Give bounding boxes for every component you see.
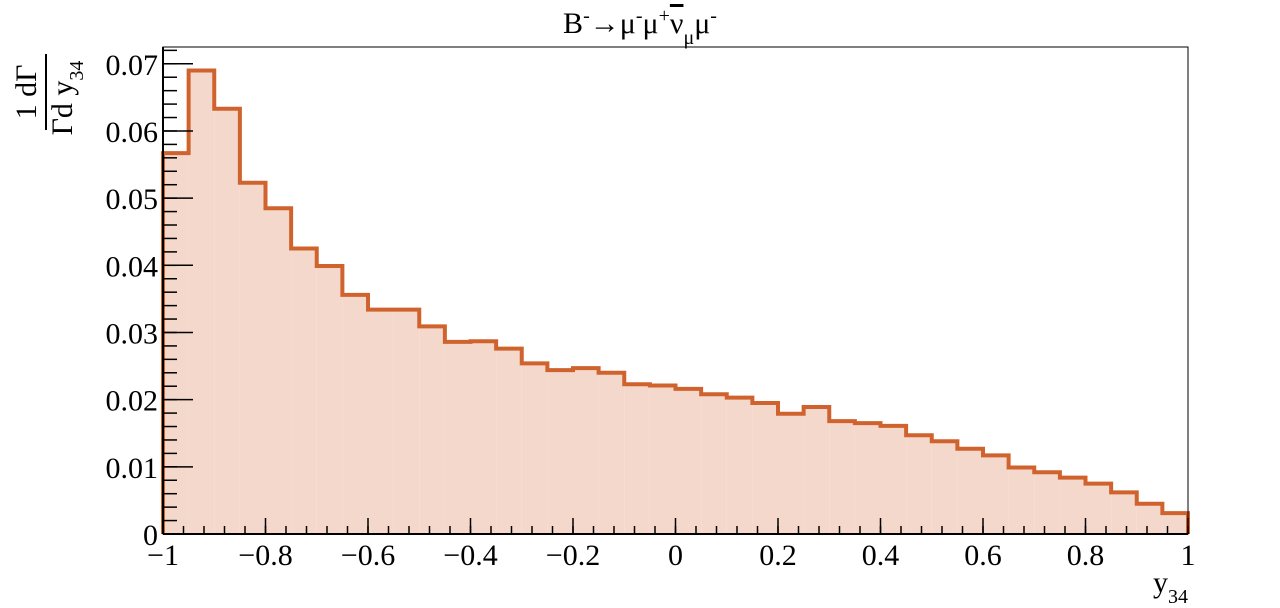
- y-tick-label: 0.07: [106, 49, 159, 82]
- y-tick-label: 0: [143, 519, 158, 552]
- y-tick-label: 0.05: [106, 183, 159, 216]
- histogram-bin: [419, 326, 445, 534]
- y-label-denominator: Γd y34: [46, 61, 88, 136]
- x-tick-label: −0.4: [443, 539, 497, 572]
- histogram-bin: [1111, 492, 1137, 534]
- histogram-bin: [1008, 467, 1035, 534]
- title-arrow-mu: →μ: [590, 7, 636, 40]
- histogram-bin: [547, 370, 573, 534]
- histogram-bin: [163, 153, 189, 534]
- x-label-base: y: [1153, 566, 1168, 599]
- x-tick-label: 1: [1181, 539, 1196, 572]
- histogram-bin: [1136, 503, 1163, 534]
- x-tick-label: −0.2: [546, 539, 600, 572]
- histogram-bin: [316, 265, 343, 534]
- histogram-bin: [829, 421, 855, 534]
- histogram-bin: [675, 388, 702, 534]
- histogram-bin: [393, 309, 420, 534]
- y-tick-label: 0.01: [106, 452, 159, 485]
- title-particle-b: B: [563, 7, 583, 40]
- y-tick-label: 0.06: [106, 116, 159, 149]
- histogram-bin: [649, 385, 676, 534]
- y-tick-label: 0.03: [106, 317, 159, 350]
- x-tick-label: 0.4: [862, 539, 900, 572]
- title-nu-bar: ν: [670, 7, 684, 40]
- histogram-bin: [803, 407, 830, 534]
- x-label-subscript: 34: [1168, 586, 1188, 608]
- title-mu: μ: [643, 7, 659, 40]
- histogram-bin: [1059, 477, 1086, 534]
- title-sub-nu: μ: [683, 27, 694, 49]
- chart-title: B-→μ-μ+νμμ-: [563, 5, 717, 49]
- histogram-bin: [1085, 483, 1112, 534]
- histogram-bin: [214, 108, 240, 535]
- y-axis-label: 1 dΓ Γd y34: [10, 54, 88, 135]
- x-axis-label: y34: [1153, 566, 1188, 608]
- histogram-bin: [983, 455, 1009, 534]
- histogram-bin: [368, 309, 394, 534]
- x-tick-label: −0.6: [341, 539, 395, 572]
- histogram-bin: [880, 425, 907, 534]
- title-sup-1: -: [583, 5, 590, 27]
- y-ticks: 0 0.01 0.02 0.03 0.04 0.05 0.06 0.07: [106, 49, 193, 552]
- histogram-bin: [701, 394, 727, 534]
- x-tick-label: 0.2: [759, 539, 797, 572]
- y-tick-label: 0.02: [106, 385, 159, 418]
- y-tick-label: 0.04: [106, 250, 159, 283]
- y-label-denominator-text: Γd y: [46, 81, 79, 136]
- x-tick-label: 0: [668, 539, 683, 572]
- histogram-bin: [1034, 472, 1060, 534]
- histogram-bin: [726, 397, 753, 534]
- histogram-bin: [906, 435, 932, 534]
- x-tick-label: −0.8: [238, 539, 292, 572]
- histogram-bin: [496, 348, 522, 534]
- histogram-layer: [161, 68, 1190, 535]
- histogram-bin: [342, 294, 368, 534]
- histogram-bin: [624, 384, 650, 534]
- histogram-bin: [188, 70, 215, 534]
- histogram-outline: [161, 68, 1190, 534]
- histogram-bin: [854, 423, 881, 534]
- histogram-bin: [573, 368, 599, 534]
- histogram-bin: [291, 248, 317, 534]
- histogram-bin: [752, 403, 778, 534]
- histogram-bin: [239, 182, 266, 534]
- histogram-bin: [265, 208, 292, 534]
- x-tick-label: 0.6: [964, 539, 1002, 572]
- histogram-bin: [444, 341, 471, 534]
- histogram-bin: [598, 372, 625, 534]
- histogram-bin: [470, 341, 497, 534]
- title-mu-end: μ: [694, 7, 710, 40]
- title-sup-3: +: [659, 5, 670, 27]
- histogram-bin: [1162, 513, 1188, 534]
- x-ticks: −1 −0.8 −0.6 −0.4 −0.2 0 0.2 0.4 0.6 0.8 1: [147, 518, 1196, 572]
- x-tick-label: 0.8: [1067, 539, 1105, 572]
- y-label-subscript: 34: [66, 61, 88, 81]
- histogram-bin: [931, 441, 958, 534]
- y-label-numerator: 1 dΓ: [10, 65, 43, 120]
- x-tick-label: −1: [147, 539, 179, 572]
- title-sup-4: -: [710, 5, 717, 27]
- title-sup-2: -: [636, 5, 643, 27]
- histogram-bin: [521, 363, 548, 534]
- histogram-bin: [957, 448, 983, 534]
- histogram-bin: [778, 413, 804, 534]
